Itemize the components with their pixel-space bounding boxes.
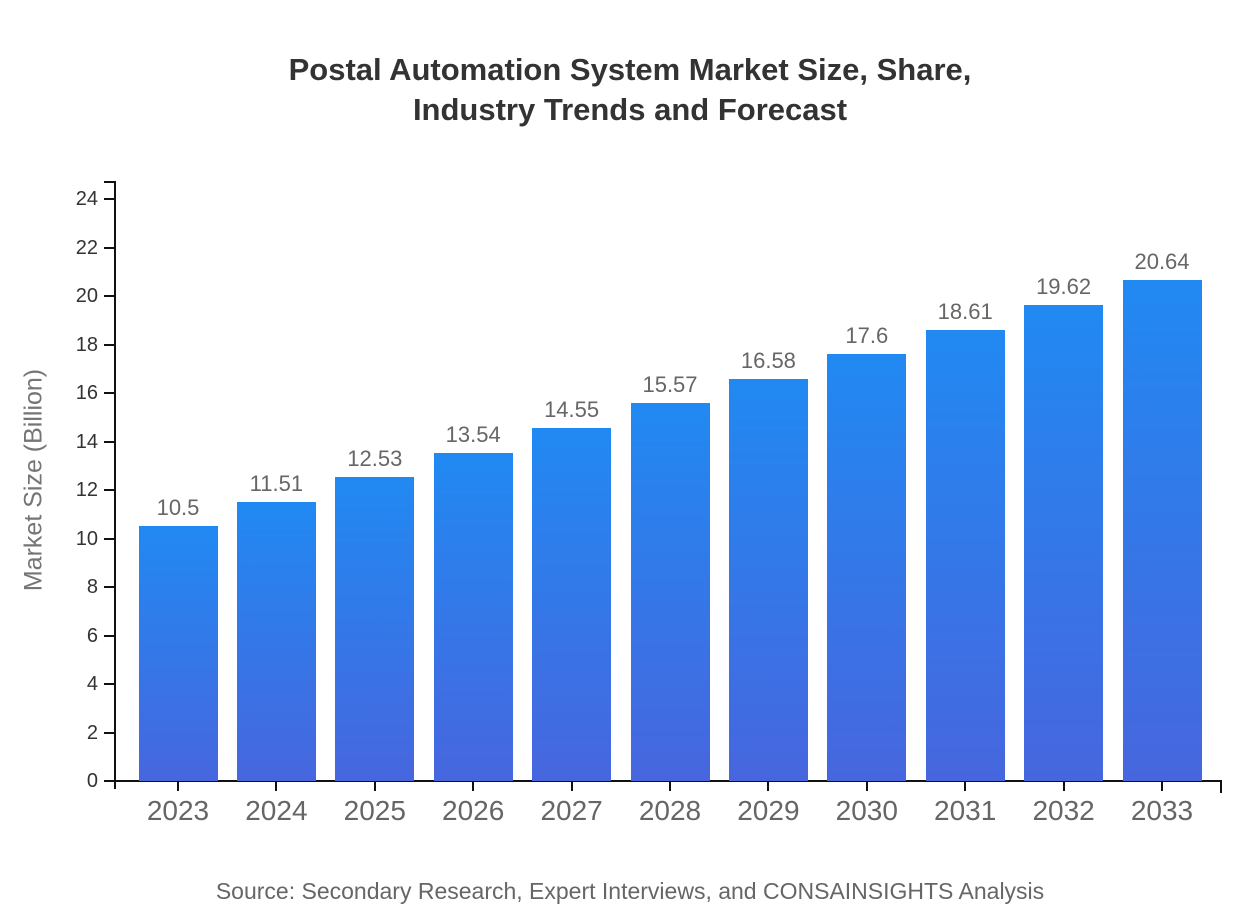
y-tick-label: 8 — [86, 576, 98, 598]
y-tick — [104, 586, 114, 588]
bar — [630, 403, 710, 781]
bar — [1024, 305, 1104, 781]
x-tick-label: 2033 — [1130, 795, 1194, 826]
x-tick-label: 2023 — [146, 795, 210, 826]
y-tick-label: 12 — [75, 479, 98, 501]
x-tick — [275, 782, 278, 791]
y-tick-label: 10 — [75, 527, 98, 550]
y-tick-label: 20 — [75, 285, 98, 307]
y-axis-top-cap — [104, 181, 114, 183]
x-tick-label: 2029 — [737, 795, 800, 826]
bar-value-label: 19.62 — [1036, 274, 1092, 300]
x-tick — [570, 782, 573, 791]
y-tick-label: 4 — [86, 673, 98, 695]
bar — [827, 354, 907, 781]
x-tick — [373, 782, 376, 791]
x-tick — [177, 782, 179, 791]
bar — [138, 526, 218, 781]
bar-value-label: 14.55 — [544, 397, 600, 423]
x-tick — [865, 782, 868, 791]
x-tick-label: 2027 — [540, 795, 603, 826]
chart-title-line-2: Industry Trends and Forecast — [412, 92, 848, 127]
bar-value-label: 16.58 — [740, 347, 796, 373]
x-tick-label: 2028 — [638, 795, 702, 826]
x-tick — [964, 782, 967, 791]
y-tick — [104, 634, 114, 637]
bar-value-label: 13.54 — [445, 421, 501, 447]
y-tick — [104, 198, 114, 200]
bar — [236, 501, 316, 781]
y-tick — [104, 246, 114, 249]
x-tick — [767, 782, 770, 791]
y-tick-label: 24 — [75, 188, 98, 210]
x-axis-line — [104, 780, 1222, 782]
x-tick — [472, 782, 475, 791]
y-axis-line — [114, 181, 116, 789]
x-tick — [1161, 782, 1163, 791]
x-tick-label: 2026 — [442, 795, 505, 826]
bar — [728, 378, 808, 781]
y-tick-label: 14 — [75, 430, 98, 453]
x-axis-end-cap — [1220, 782, 1222, 793]
chart-title-line-1: Postal Automation System Market Size, Sh… — [288, 52, 972, 87]
bar — [335, 477, 415, 781]
y-tick-label: 22 — [75, 236, 98, 259]
y-tick — [104, 537, 114, 540]
bar — [433, 452, 513, 781]
x-tick-label: 2032 — [1032, 795, 1095, 826]
bar-value-label: 10.5 — [156, 495, 200, 521]
bar-value-label: 17.6 — [845, 323, 889, 349]
y-tick — [104, 731, 114, 734]
y-tick — [104, 392, 114, 394]
plot-area: 0 2 4 6 8 10 12 14 16 18 20 22 24 10.5 2023 11.51 2024 12… — [76, 181, 1225, 831]
y-tick-label: 16 — [75, 382, 98, 404]
x-tick-label: 2024 — [245, 795, 308, 826]
bar-value-label: 20.64 — [1134, 249, 1190, 275]
x-tick — [1062, 782, 1065, 791]
y-tick-label: 2 — [86, 721, 98, 744]
source-note: Source: Secondary Research, Expert Inter… — [215, 878, 1045, 904]
bar-value-label: 12.53 — [347, 446, 403, 472]
bar-value-label: 15.57 — [642, 372, 698, 398]
y-tick — [104, 440, 114, 443]
x-tick-label: 2030 — [835, 795, 898, 826]
x-tick-label: 2031 — [934, 795, 997, 826]
bar — [1122, 280, 1202, 781]
y-tick-label: 0 — [86, 770, 98, 792]
y-tick — [104, 343, 114, 346]
bar-value-label: 11.51 — [249, 470, 304, 496]
bar — [925, 329, 1005, 781]
y-tick-label: 6 — [86, 624, 98, 647]
y-tick — [104, 295, 114, 297]
bar-value-label: 18.61 — [937, 298, 993, 324]
y-tick-label: 18 — [75, 333, 98, 356]
chart-title: Postal Automation System Market Size, Sh… — [0, 50, 1260, 130]
y-tick — [104, 489, 114, 491]
bar — [532, 428, 612, 781]
y-tick — [104, 683, 114, 685]
x-tick-label: 2025 — [343, 795, 406, 826]
x-tick — [669, 782, 671, 791]
